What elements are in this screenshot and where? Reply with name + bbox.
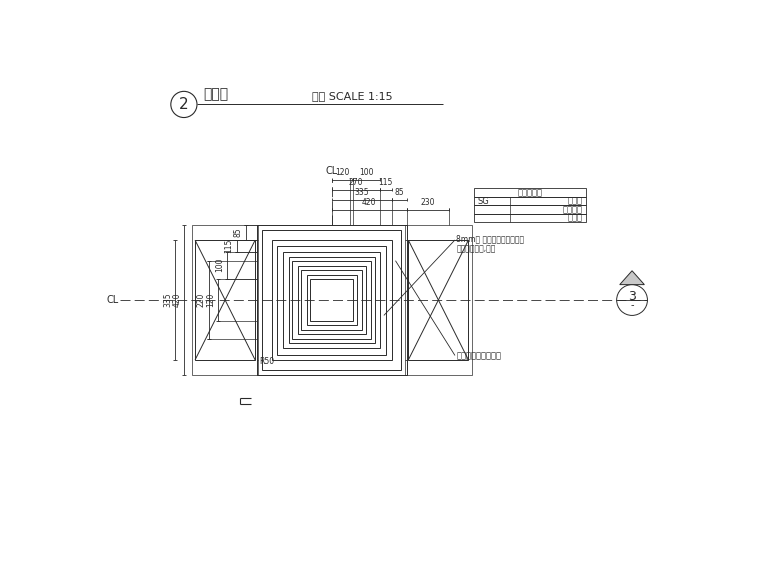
Text: R50: R50 [259, 357, 274, 366]
Bar [408, 240, 468, 360]
Text: 85: 85 [394, 188, 404, 197]
Text: 335: 335 [354, 188, 369, 197]
Bar [283, 252, 380, 348]
Bar [293, 260, 371, 339]
Bar [310, 279, 353, 322]
Bar [474, 214, 586, 222]
Text: SG: SG [477, 196, 489, 206]
Text: 220: 220 [197, 293, 206, 307]
Text: 115: 115 [224, 239, 233, 253]
Bar [257, 225, 407, 375]
Text: 细面饰面: 细面饰面 [562, 205, 583, 214]
Text: 灯具由专业厂家提供: 灯具由专业厂家提供 [457, 351, 502, 360]
Text: 2: 2 [179, 97, 188, 112]
Text: 黄金麄: 黄金麄 [568, 213, 583, 222]
Text: 花岗石: 花岗石 [568, 196, 583, 206]
Bar [307, 275, 356, 325]
Text: 比例 SCALE 1:15: 比例 SCALE 1:15 [312, 91, 393, 101]
Text: 270: 270 [349, 178, 363, 187]
Text: 120: 120 [206, 293, 215, 307]
Text: 3: 3 [628, 290, 636, 303]
Bar [289, 257, 375, 343]
Bar [272, 240, 391, 360]
Bar [405, 225, 471, 375]
Text: 8mm厃 热镇锌防腹处理方通: 8mm厃 热镇锌防腹处理方通 [457, 235, 524, 244]
Bar [474, 205, 586, 214]
Text: 100: 100 [359, 168, 374, 177]
Text: 静电粉末喷涂,黑色: 静电粉末喷涂,黑色 [457, 245, 496, 253]
Text: 335: 335 [163, 293, 172, 308]
Bar [302, 270, 362, 330]
Bar [262, 230, 401, 370]
Bar [474, 197, 586, 205]
Text: CL: CL [106, 295, 119, 305]
Text: 100: 100 [215, 258, 224, 272]
Polygon shape [619, 270, 644, 285]
Bar [277, 246, 386, 355]
Bar [298, 266, 366, 334]
Bar [474, 188, 586, 197]
Bar [192, 225, 258, 375]
Bar [195, 240, 255, 360]
Text: CL: CL [325, 166, 338, 176]
Text: 230: 230 [421, 198, 435, 207]
Text: 420: 420 [362, 198, 376, 207]
Text: 115: 115 [378, 178, 393, 187]
Text: -: - [630, 300, 634, 310]
Text: 420: 420 [173, 293, 181, 308]
Text: 平面图: 平面图 [203, 88, 228, 101]
Text: 120: 120 [335, 168, 350, 177]
Text: 按尺寸切割: 按尺寸切割 [518, 188, 543, 197]
Text: 85: 85 [234, 228, 242, 238]
